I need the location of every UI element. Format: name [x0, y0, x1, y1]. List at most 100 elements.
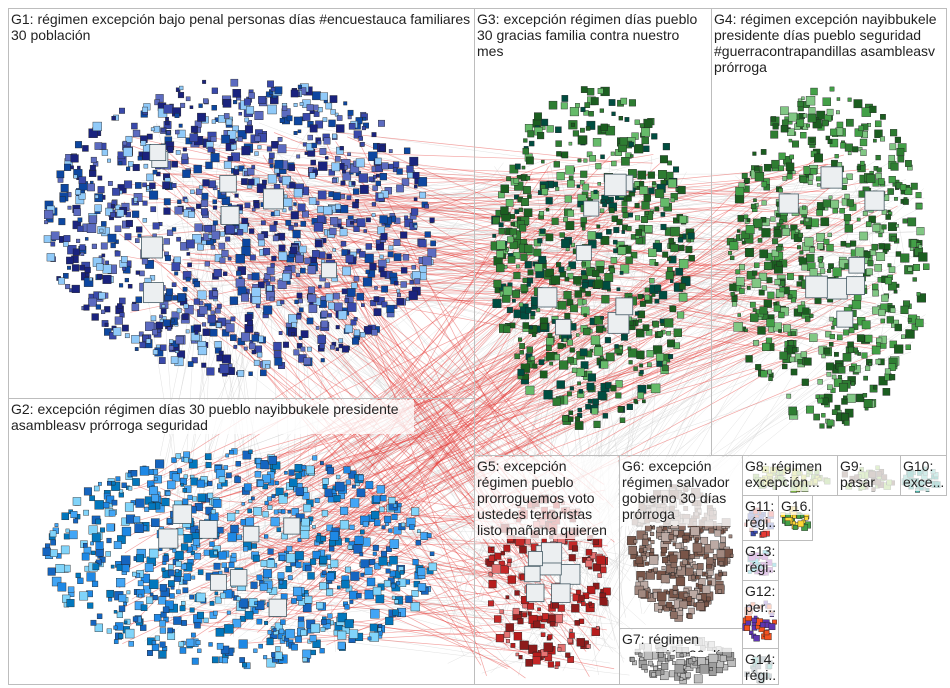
node	[378, 556, 388, 566]
node	[185, 329, 190, 334]
node	[294, 222, 299, 227]
node	[248, 371, 253, 376]
edge	[503, 201, 590, 627]
node	[654, 298, 660, 304]
node	[73, 208, 81, 216]
node	[150, 315, 157, 322]
node	[102, 274, 112, 284]
node	[380, 232, 388, 241]
profile-node	[321, 262, 337, 279]
node	[387, 251, 394, 258]
node	[76, 238, 81, 243]
node	[134, 347, 139, 351]
node	[153, 477, 158, 482]
node	[208, 642, 213, 647]
node	[773, 229, 782, 238]
node	[844, 224, 853, 233]
node	[189, 594, 194, 600]
node	[224, 624, 234, 634]
node	[90, 156, 97, 163]
node	[162, 606, 170, 614]
node	[539, 623, 545, 629]
node	[163, 238, 170, 245]
node	[670, 611, 678, 619]
node	[159, 584, 167, 592]
node	[670, 226, 680, 237]
node	[757, 238, 763, 243]
node	[652, 181, 656, 185]
node	[402, 254, 410, 261]
node	[496, 240, 506, 250]
node	[191, 357, 198, 364]
node	[324, 156, 329, 160]
node	[251, 349, 257, 355]
node	[358, 173, 369, 183]
node	[569, 628, 573, 633]
node	[856, 334, 865, 342]
node	[758, 272, 767, 281]
edge	[270, 247, 802, 618]
node	[257, 352, 263, 358]
node	[568, 416, 574, 422]
edge	[347, 136, 763, 316]
node	[430, 240, 436, 247]
node	[803, 357, 812, 366]
node	[517, 368, 525, 376]
node	[116, 209, 125, 217]
node	[322, 478, 329, 485]
node	[340, 205, 349, 214]
node	[827, 268, 832, 273]
node	[280, 509, 286, 514]
node	[594, 279, 604, 289]
node	[809, 247, 815, 253]
node	[214, 596, 222, 604]
profile-node	[537, 287, 558, 308]
node	[173, 616, 182, 625]
node	[586, 382, 595, 391]
node	[234, 165, 239, 170]
node	[353, 317, 358, 321]
node	[293, 586, 303, 596]
node	[319, 148, 327, 155]
node	[503, 325, 511, 333]
node	[298, 336, 303, 340]
node	[555, 661, 561, 667]
node	[179, 85, 184, 91]
node	[356, 292, 365, 301]
node	[266, 559, 275, 568]
node	[741, 240, 746, 245]
node	[213, 610, 218, 616]
edge	[336, 132, 615, 163]
node	[568, 141, 573, 146]
edge	[209, 286, 837, 600]
profile-node	[864, 190, 885, 211]
profile-node	[268, 598, 287, 617]
node	[356, 488, 366, 498]
node	[592, 269, 600, 277]
node	[792, 170, 796, 175]
node	[274, 622, 283, 631]
node	[348, 629, 359, 639]
node	[746, 218, 751, 222]
node	[258, 643, 263, 649]
node	[71, 284, 80, 293]
node	[557, 301, 567, 310]
node	[188, 211, 195, 218]
node	[873, 385, 878, 390]
node	[643, 547, 648, 552]
edge	[205, 231, 482, 666]
node	[873, 138, 877, 143]
node	[228, 562, 235, 568]
node	[375, 180, 381, 187]
node	[67, 205, 72, 210]
node	[816, 209, 824, 216]
node	[152, 595, 158, 601]
node	[745, 355, 753, 363]
node	[283, 197, 293, 207]
node	[597, 391, 607, 400]
node	[895, 251, 902, 257]
node	[657, 330, 664, 337]
node	[578, 595, 585, 602]
node	[289, 246, 298, 255]
node	[309, 172, 316, 179]
